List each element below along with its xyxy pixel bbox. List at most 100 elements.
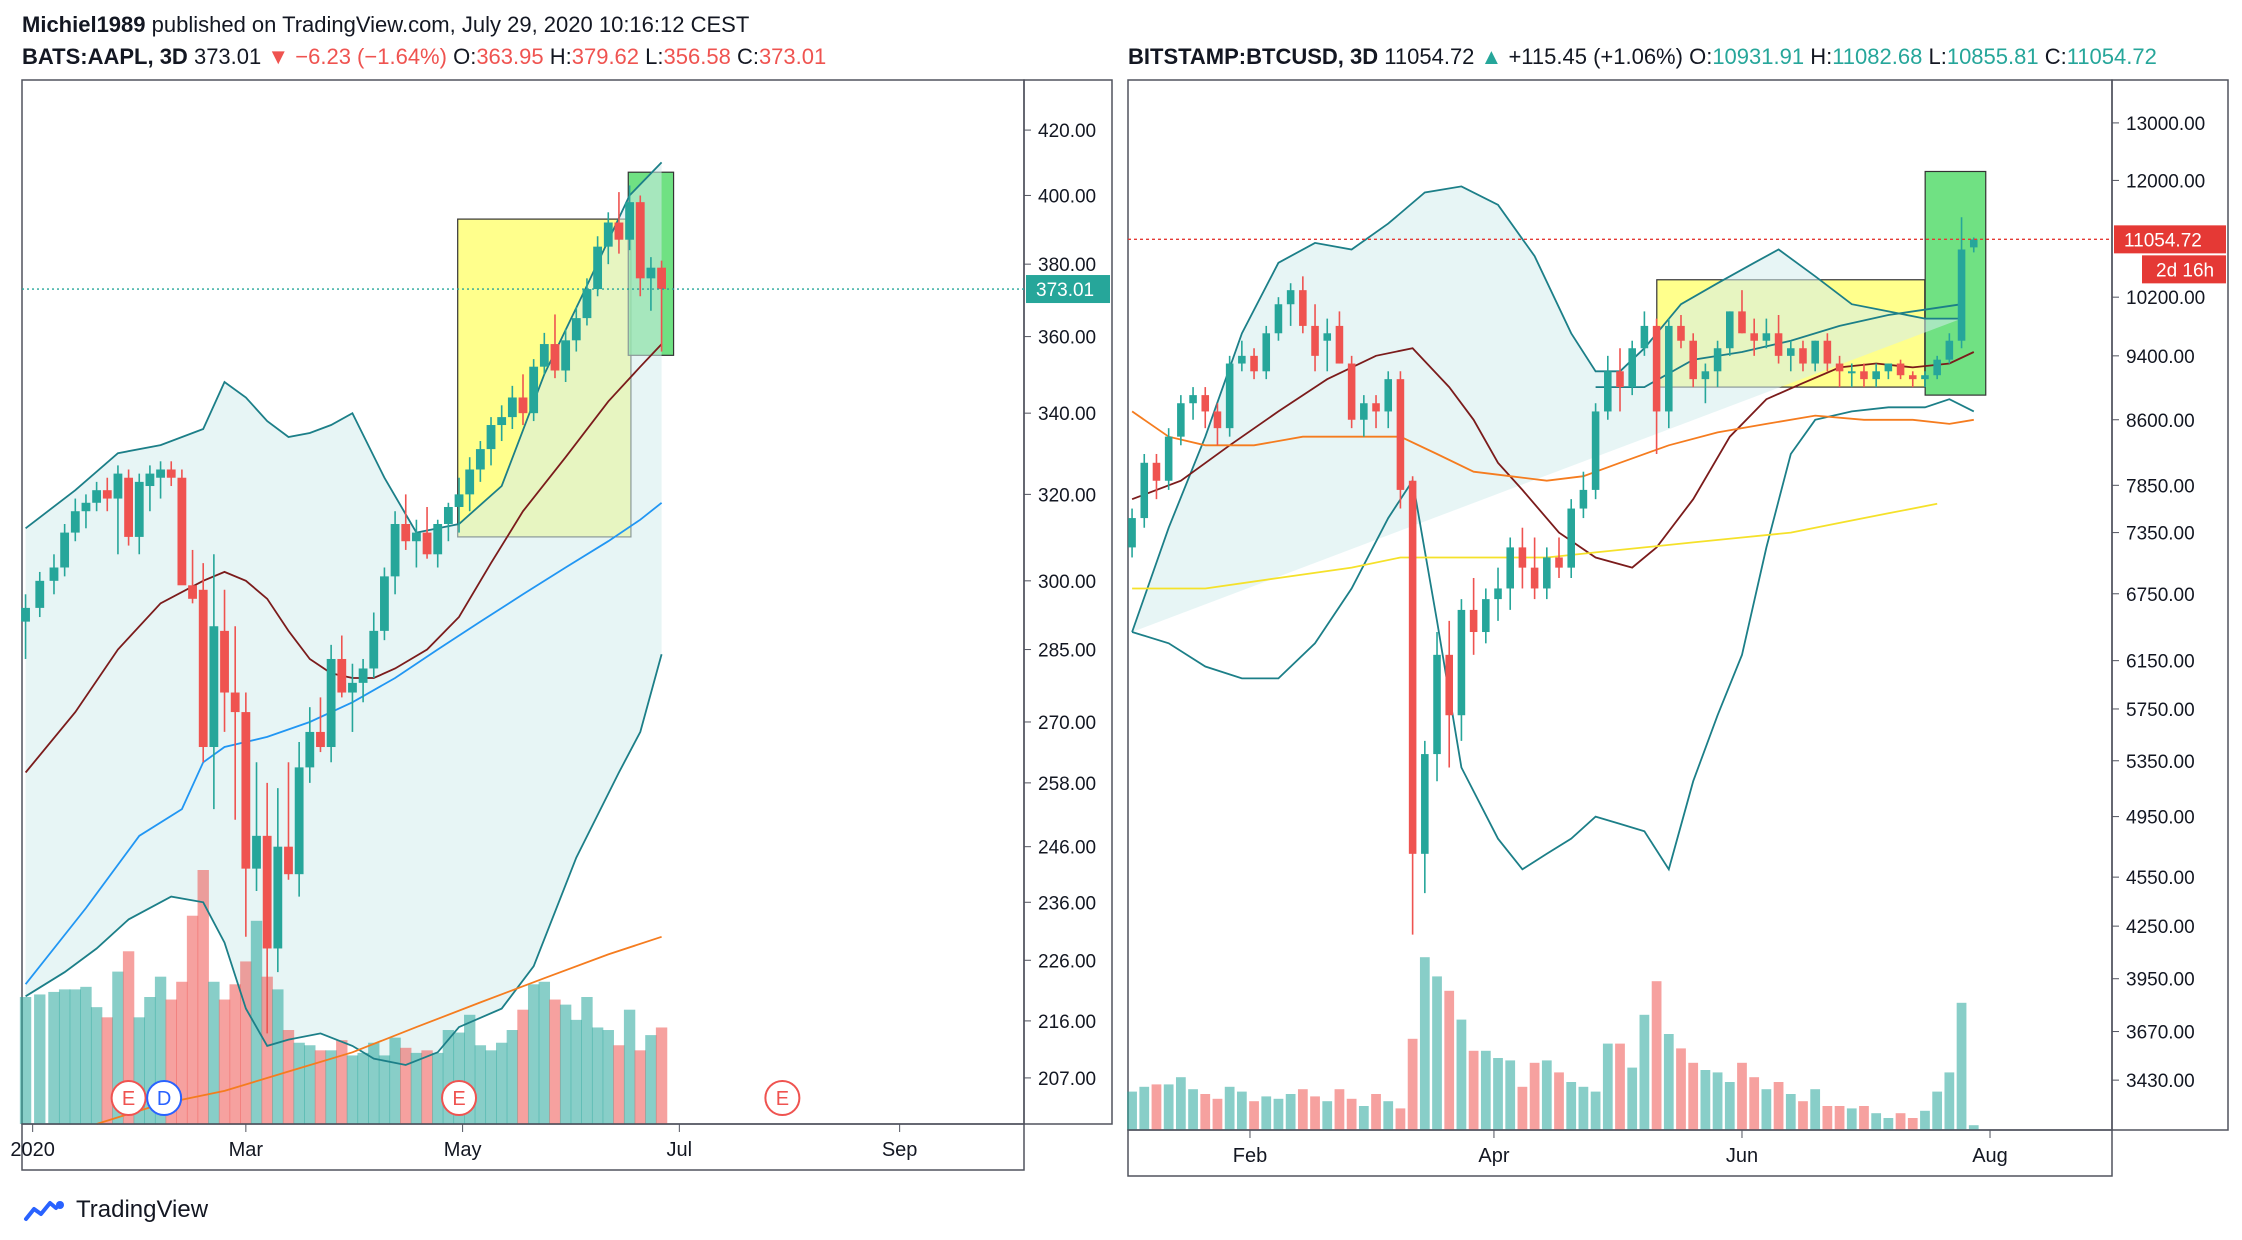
- btc-volume-bar: [1310, 1096, 1320, 1130]
- btc-bollinger-lower: [1131, 398, 1975, 872]
- btc-volume-bar: [1297, 1089, 1308, 1130]
- btc-volume-bar: [1322, 1101, 1333, 1130]
- btc-candle-body: [1616, 371, 1624, 388]
- footer: TradingView: [22, 1192, 208, 1228]
- aapl-candle-body: [49, 567, 59, 581]
- btc-candle-body: [1164, 436, 1173, 481]
- aapl-candle-body: [81, 502, 91, 512]
- tradingview-logo-icon[interactable]: [22, 1195, 68, 1225]
- aapl-volume-bar: [591, 1027, 604, 1124]
- aapl-volume-bar: [154, 976, 167, 1124]
- aapl-volume-bar: [527, 984, 540, 1124]
- right-symbol[interactable]: BITSTAMP:BTCUSD, 3D: [1128, 44, 1379, 69]
- btc-volume-bar: [1468, 1050, 1479, 1130]
- btc-volume-bar: [1785, 1094, 1796, 1130]
- btc-price-axis: [2111, 79, 2229, 1131]
- btc-volume-bar: [1224, 1086, 1235, 1130]
- right-low: 10855.81: [1946, 44, 2039, 69]
- btc-volume-bar: [1639, 1014, 1650, 1130]
- btc-y-tick-label: 10200.00: [2126, 288, 2205, 309]
- aapl-volume-bar: [293, 1042, 305, 1124]
- aapl-volume-bar: [645, 1035, 657, 1124]
- aapl-volume-bar: [602, 1030, 614, 1124]
- right-high: 11082.68: [1832, 44, 1923, 69]
- aapl-candle-body: [337, 658, 347, 693]
- btc-candle-body: [1286, 290, 1295, 305]
- aapl-candle-body: [102, 490, 112, 499]
- aapl-volume-bar: [133, 1017, 145, 1124]
- btc-volume-bar: [1700, 1070, 1711, 1130]
- btc-volume-bar: [1554, 1072, 1564, 1130]
- btc-bollinger-fill: [1132, 186, 1962, 633]
- btc-volume-bar: [1419, 957, 1430, 1130]
- btc-candle-body: [1908, 375, 1917, 380]
- btc-volume-bar: [1822, 1106, 1833, 1130]
- btc-volume-bar: [1712, 1072, 1723, 1130]
- left-close-label: C:: [736, 44, 759, 69]
- down-arrow-icon: ▼: [267, 44, 290, 69]
- aapl-candle-body: [380, 576, 389, 631]
- btc-candle-body: [1750, 333, 1758, 341]
- btc-volume-bar: [1407, 1038, 1418, 1130]
- aapl-volume-bar: [389, 1037, 401, 1124]
- publisher-name[interactable]: Michiel1989: [22, 12, 146, 37]
- aapl-candle-body: [635, 202, 645, 279]
- aapl-volume-bar: [634, 1050, 646, 1124]
- aapl-volume-bar: [101, 1017, 113, 1124]
- aapl-candle-body: [603, 222, 613, 247]
- aapl-candle-body: [134, 481, 144, 537]
- btc-candle-body: [1799, 348, 1807, 364]
- aapl-candle-body: [401, 524, 411, 542]
- aapl-candle-body: [284, 846, 293, 875]
- aapl-y-tick-label: 285.00: [1038, 641, 1096, 662]
- btc-volume-bar: [1127, 1091, 1137, 1130]
- btc-candle-body: [1786, 348, 1795, 356]
- btc-countdown-box: [2142, 255, 2226, 284]
- aapl-volume-bar: [165, 999, 177, 1124]
- btc-volume-bar: [1541, 1060, 1552, 1130]
- btc-volume-bar: [1810, 1089, 1821, 1130]
- aapl-candle-body: [518, 397, 528, 414]
- left-change: −6.23 (−1.64%): [295, 44, 447, 69]
- btc-candle-body: [1811, 340, 1819, 364]
- btc-y-tick-label: 3950.00: [2126, 970, 2195, 991]
- left-symbol[interactable]: BATS:AAPL, 3D: [22, 44, 188, 69]
- aapl-candle-body: [539, 344, 549, 367]
- btc-candle-body: [1372, 403, 1380, 412]
- right-low-label: L:: [1928, 44, 1947, 69]
- left-open: 363.95: [476, 44, 544, 69]
- aapl-last-price-box: [1026, 275, 1110, 304]
- btc-candle-body: [1140, 462, 1149, 519]
- btc-last-price-box: [2114, 225, 2226, 254]
- btc-candle-body: [1530, 567, 1539, 589]
- aapl-x-tick-label: 2020: [10, 1139, 55, 1161]
- btc-candle-body: [1555, 557, 1563, 568]
- btc-candle-body: [1567, 508, 1575, 568]
- left-last-price: 373.01: [193, 44, 262, 69]
- btc-volume-bar: [1834, 1106, 1845, 1130]
- aapl-volume-bar: [485, 1050, 497, 1124]
- brand-text[interactable]: TradingView: [76, 1196, 209, 1223]
- aapl-candle-body: [593, 246, 603, 290]
- btc-volume-bar: [1139, 1086, 1150, 1130]
- btc-volume-bar: [1944, 1072, 1955, 1130]
- btc-volume-bar: [1871, 1113, 1882, 1130]
- btc-volume-bar: [1773, 1082, 1784, 1130]
- btc-y-tick-label: 13000.00: [2126, 114, 2205, 135]
- aapl-volume-bar: [346, 1055, 359, 1124]
- aapl-y-tick-label: 300.00: [1038, 572, 1096, 593]
- btc-volume-bar: [1956, 1002, 1967, 1130]
- btc-candle-body: [1921, 375, 1929, 380]
- aapl-y-tick-label: 270.00: [1038, 713, 1096, 734]
- btc-countdown-label: 2d 16h: [2156, 260, 2214, 281]
- aapl-volume-bar: [442, 1030, 455, 1124]
- btc-candle-body: [1201, 395, 1210, 412]
- right-open: 10931.91: [1712, 44, 1805, 69]
- aapl-last-price-label: 373.01: [1036, 280, 1094, 301]
- btc-volume-bar: [1188, 1089, 1198, 1130]
- btc-candle-body: [1360, 403, 1368, 420]
- aapl-volume-bar: [506, 1030, 519, 1124]
- btc-volume-bar: [1907, 1118, 1918, 1130]
- btc-candle-body: [1506, 547, 1514, 589]
